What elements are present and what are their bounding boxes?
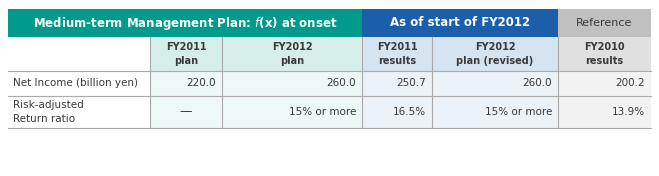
Text: FY2012
plan: FY2012 plan <box>272 42 312 66</box>
Bar <box>8 9 362 37</box>
Text: FY2011
plan: FY2011 plan <box>165 42 206 66</box>
Bar <box>558 71 651 128</box>
Text: Net Income (billion yen): Net Income (billion yen) <box>13 78 138 89</box>
Bar <box>8 9 651 130</box>
Text: FY2012
plan (revised): FY2012 plan (revised) <box>457 42 534 66</box>
Text: 250.7: 250.7 <box>396 78 426 89</box>
Bar <box>362 71 558 128</box>
Text: 260.0: 260.0 <box>523 78 552 89</box>
Text: 15% or more: 15% or more <box>484 107 552 117</box>
Bar <box>8 71 150 128</box>
Text: FY2010
results: FY2010 results <box>584 42 625 66</box>
Text: —: — <box>180 105 192 118</box>
Bar <box>150 71 362 128</box>
Bar <box>150 37 362 71</box>
Bar <box>362 37 558 71</box>
Text: Medium-term Management Plan: $\it{f}$(x) at onset: Medium-term Management Plan: $\it{f}$(x)… <box>33 14 337 32</box>
Text: 15% or more: 15% or more <box>289 107 356 117</box>
Text: Return ratio: Return ratio <box>13 114 75 124</box>
Bar <box>8 37 150 71</box>
Text: FY2011
results: FY2011 results <box>377 42 417 66</box>
Text: 260.0: 260.0 <box>326 78 356 89</box>
Text: 13.9%: 13.9% <box>612 107 645 117</box>
Text: As of start of FY2012: As of start of FY2012 <box>390 17 530 30</box>
Bar <box>362 9 558 37</box>
Text: 200.2: 200.2 <box>616 78 645 89</box>
Bar <box>558 37 651 71</box>
Text: 16.5%: 16.5% <box>393 107 426 117</box>
Text: Reference: Reference <box>577 18 633 28</box>
Bar <box>558 9 651 37</box>
Text: 220.0: 220.0 <box>186 78 216 89</box>
Text: Risk-adjusted: Risk-adjusted <box>13 100 84 110</box>
